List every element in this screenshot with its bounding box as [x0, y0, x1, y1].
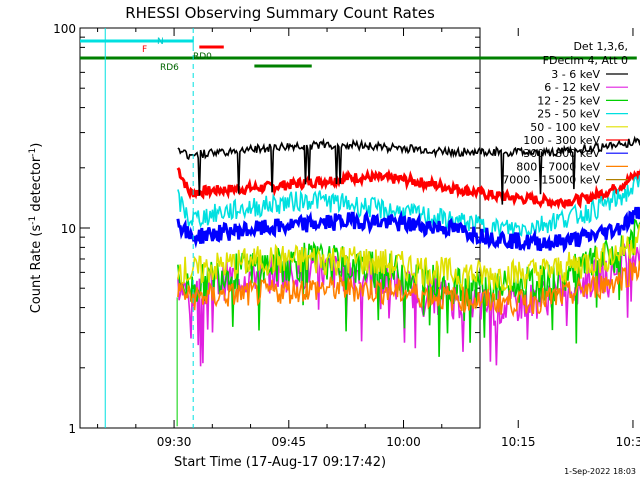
x-tick-label: 10:00	[386, 435, 421, 449]
legend-label: 25 - 50 keV	[537, 108, 600, 121]
series-line-2	[177, 218, 640, 357]
series-line-4	[177, 223, 640, 292]
y-tick-label: 100	[53, 22, 76, 36]
data-series	[176, 135, 640, 427]
chart-title: RHESSI Observing Summary Count Rates	[125, 4, 435, 22]
night-label: N	[157, 37, 164, 47]
y-axis-label-main: Count Rate (s	[29, 225, 44, 314]
legend-header-2: FDecim 4, Att 0	[543, 54, 628, 67]
x-tick-label: 10:30	[616, 435, 640, 449]
legend-label: 7000 - 15000 keV	[502, 174, 600, 187]
x-axis-label: Start Time (17-Aug-17 09:17:42)	[174, 455, 386, 470]
series-line-7	[177, 259, 640, 318]
y-tick-label: 1	[68, 422, 76, 436]
y-axis-label-end: )	[29, 143, 44, 148]
legend-label: 6 - 12 keV	[544, 81, 600, 94]
annotation-bars	[80, 36, 637, 68]
series-line-6	[176, 206, 640, 254]
flare-label: F	[142, 45, 147, 55]
legend-header-1: Det 1,3,6,	[573, 40, 628, 53]
x-tick-label: 09:30	[157, 435, 192, 449]
y-tick-label: 10	[61, 222, 76, 236]
footer-timestamp: 1-Sep-2022 18:03	[564, 467, 636, 476]
y-axis-label-mid: detector	[29, 156, 44, 216]
y-axis-label-sup1: -1	[28, 216, 38, 225]
legend-label: 100 - 300 keV	[523, 134, 600, 147]
y-axis-label-sup2: -1	[28, 148, 38, 157]
y-axis-label: Count Rate (s-1 detector-1)	[28, 143, 44, 314]
series-line-0	[177, 135, 640, 205]
series-line-5	[176, 167, 640, 210]
rd6-label: RD6	[160, 63, 179, 73]
legend-label: 300 - 800 keV	[523, 147, 600, 160]
rd0-label: RD0	[193, 52, 212, 62]
legend-label: 800 - 7000 keV	[516, 160, 600, 173]
legend-label: 3 - 6 keV	[551, 68, 600, 81]
legend-label: 50 - 100 keV	[530, 121, 600, 134]
series-line-3	[177, 174, 640, 240]
legend-label: 12 - 25 keV	[537, 94, 600, 107]
night-lines	[104, 28, 194, 428]
x-tick-label: 10:15	[501, 435, 536, 449]
x-tick-label: 09:45	[271, 435, 306, 449]
